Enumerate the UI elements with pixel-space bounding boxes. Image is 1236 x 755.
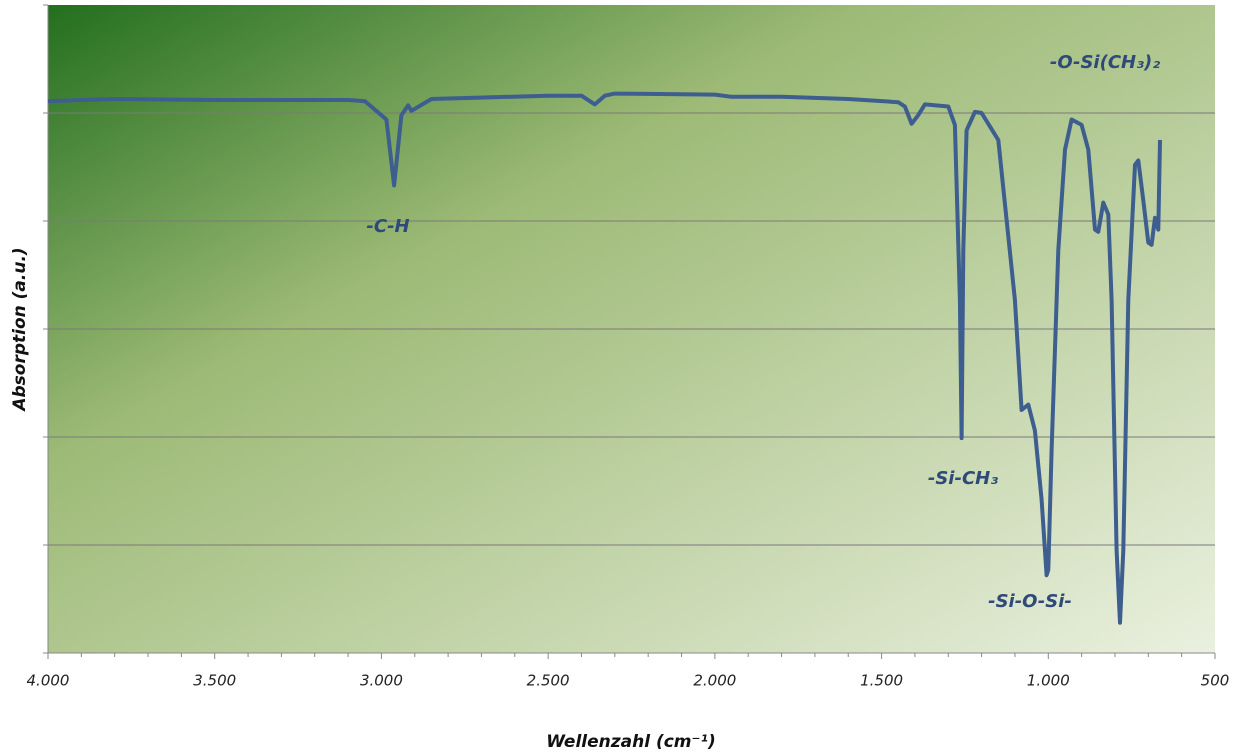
- peak-annotation: -C-H: [366, 216, 409, 237]
- x-tick-label: 1.000: [1027, 672, 1070, 690]
- y-axis-title: Absorption (a.u.): [10, 247, 30, 412]
- spectrum-line: [47, 91, 1162, 625]
- x-tick-label: 3.000: [360, 672, 403, 690]
- x-axis-title: Wellenzahl (cm⁻¹): [546, 732, 715, 752]
- x-tick-label: 4.000: [27, 672, 70, 690]
- peak-annotation: -O-Si(CH₃)₂: [1050, 52, 1160, 73]
- x-tick-label: 1.500: [860, 672, 903, 690]
- peak-annotation: -Si-CH₃: [928, 468, 998, 489]
- x-tick-label: 2.000: [693, 672, 736, 690]
- peak-annotation: -Si-O-Si-: [988, 591, 1072, 612]
- x-tick-label: 2.500: [527, 672, 570, 690]
- x-tick-label: 500: [1201, 672, 1230, 690]
- x-tick-label: 3.500: [193, 672, 236, 690]
